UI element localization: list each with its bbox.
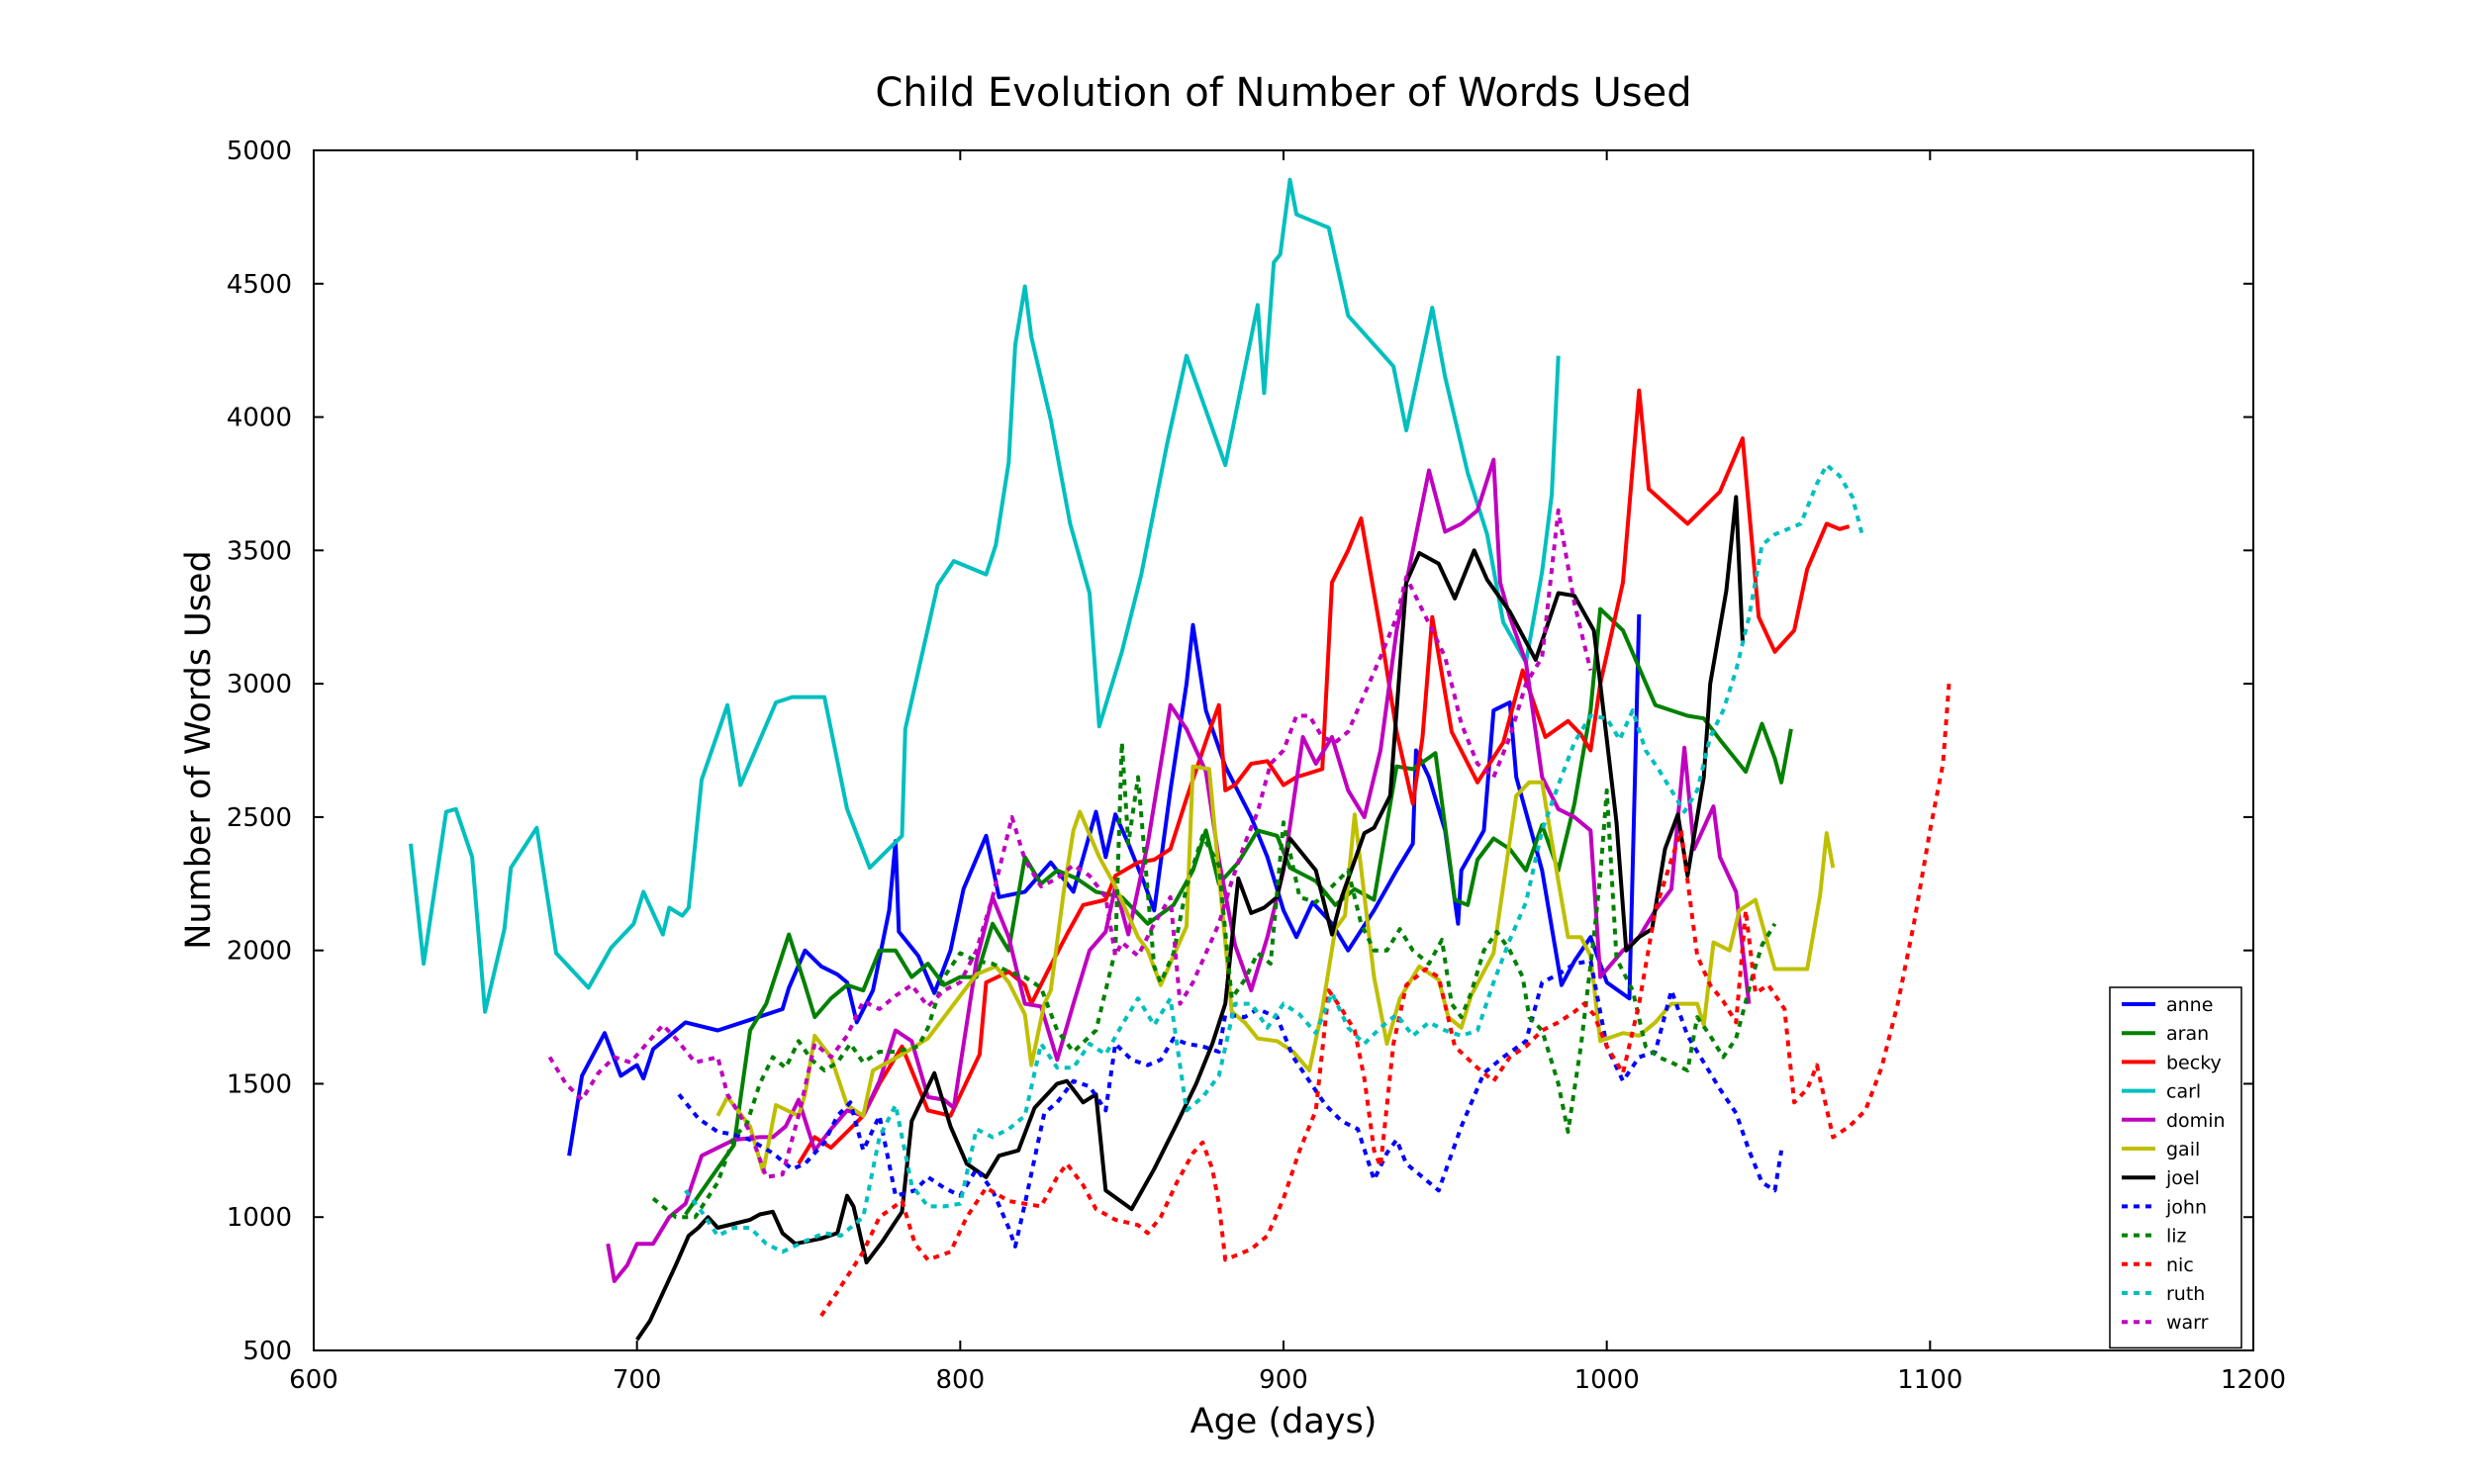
y-tick-label: 3000	[227, 670, 292, 699]
series-line-nic	[819, 678, 1951, 1318]
x-tick-label: 1200	[2221, 1365, 2286, 1395]
x-tick-label: 700	[613, 1365, 662, 1395]
legend-label-anne: anne	[2166, 994, 2213, 1016]
y-tick-label: 3500	[227, 536, 292, 566]
x-tick-label: 900	[1259, 1365, 1308, 1395]
x-tick-label: 800	[936, 1365, 986, 1395]
legend-label-joel: joel	[2165, 1167, 2200, 1189]
y-axis-label: Number of Words Used	[179, 550, 219, 950]
legend: anne aran becky carl domin gail joel john liz nic…	[2109, 986, 2242, 1349]
series-line-joel	[635, 495, 1745, 1342]
x-axis-label: Age (days)	[1190, 1402, 1378, 1441]
y-tick-label: 2500	[227, 803, 292, 833]
chart-title: Child Evolution of Number of Words Used	[875, 70, 1691, 116]
y-tick-label: 5000	[227, 137, 292, 166]
series-line-liz	[651, 740, 1777, 1220]
y-tick-label: 4000	[227, 404, 292, 433]
legend-label-domin: domin	[2166, 1110, 2226, 1132]
series-line-ruth	[684, 463, 1864, 1254]
legend-label-liz: liz	[2166, 1226, 2187, 1248]
series-line-carl	[409, 177, 1561, 1014]
series-line-becky	[797, 388, 1851, 1165]
legend-label-gail: gail	[2166, 1139, 2200, 1160]
y-tick-label: 1500	[227, 1069, 292, 1099]
legend-label-nic: nic	[2166, 1254, 2194, 1276]
y-tick-label: 500	[242, 1337, 292, 1366]
legend-box	[2109, 986, 2242, 1349]
series-line-john	[677, 959, 1784, 1249]
y-tick-label: 1000	[227, 1203, 292, 1233]
series-layer	[409, 177, 1951, 1342]
x-tick-label: 600	[289, 1365, 338, 1395]
axis-ticks: 600 700 800 900 1000 1100 1200 500 1000 1500 2000 2…	[227, 137, 2286, 1395]
legend-label-aran: aran	[2166, 1023, 2209, 1045]
series-line-warr	[547, 508, 1593, 1179]
legend-label-john: john	[2165, 1196, 2207, 1218]
x-tick-label: 1000	[1574, 1365, 1640, 1395]
y-tick-label: 2000	[227, 937, 292, 967]
legend-label-warr: warr	[2166, 1312, 2209, 1334]
legend-label-carl: carl	[2166, 1081, 2201, 1103]
x-tick-label: 1100	[1897, 1365, 1962, 1395]
legend-label-ruth: ruth	[2166, 1283, 2205, 1305]
series-line-gail	[715, 764, 1836, 1174]
y-tick-label: 4500	[227, 270, 292, 300]
legend-label-becky: becky	[2166, 1052, 2222, 1073]
